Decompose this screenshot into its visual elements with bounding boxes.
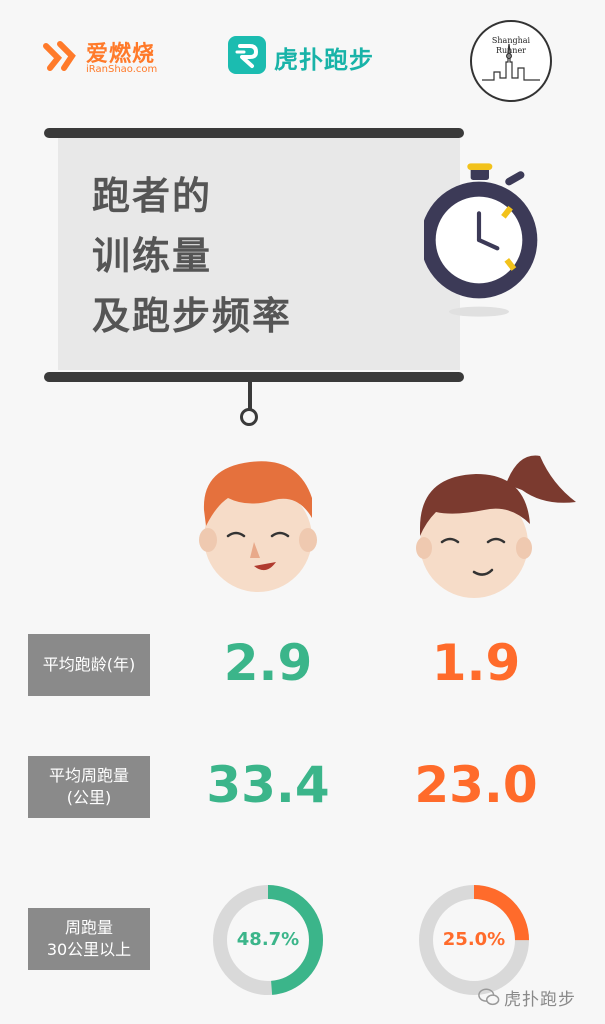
label-avg-years: 平均跑龄(年) [28, 634, 150, 696]
board-top-rod [44, 128, 464, 138]
board-stem-knob [240, 408, 258, 426]
stopwatch-icon [424, 163, 538, 317]
female-weekly-over-30: 25.0% [442, 929, 506, 950]
male-weekly-over-30: 48.7% [236, 929, 300, 950]
shanghai-runner-line2: Runner [495, 46, 527, 55]
wechat-icon [478, 988, 500, 1006]
title-line-2: 训练量 [92, 234, 213, 278]
label-avg-weekly-line1: 平均周跑量 [48, 766, 129, 785]
board-stem [248, 381, 252, 413]
label-avg-weekly: 平均周跑量 (公里) [28, 756, 150, 818]
title-line-3: 及跑步频率 [92, 294, 293, 338]
male-face-icon [199, 461, 317, 592]
skyline-icon [482, 43, 540, 81]
female-avg-years: 1.9 [431, 634, 521, 692]
male-avg-weekly: 33.4 [206, 756, 330, 814]
hupu-mark-icon [228, 36, 266, 74]
female-face-icon [416, 455, 576, 598]
female-ring-arc [419, 885, 529, 995]
title-board [58, 138, 460, 370]
iranshao-name: 爱燃烧 [86, 42, 156, 67]
label-avg-years-text: 平均跑龄(年) [42, 655, 136, 674]
title-line-1: 跑者的 [92, 174, 213, 218]
iranshao-mark-icon [43, 41, 76, 71]
male-percent-ring [213, 885, 323, 995]
label-weekly-over-30: 周跑量 30公里以上 [28, 908, 150, 970]
wechat-watermark: 虎扑跑步 [478, 985, 588, 1010]
label-avg-weekly-line2: (公里) [66, 788, 112, 807]
board-bottom-rod [44, 372, 464, 382]
shanghai-runner-line1: Shanghai [491, 36, 531, 45]
hupu-running-logo: 虎扑跑步 [228, 36, 398, 76]
hupu-running-name: 虎扑跑步 [274, 46, 374, 74]
female-percent-ring [419, 885, 529, 995]
iranshao-url: iRanShao.com [86, 64, 158, 75]
male-ring-arc [213, 885, 323, 995]
female-avg-weekly: 23.0 [414, 756, 538, 814]
label-weekly-over-30-line2: 30公里以上 [46, 940, 132, 959]
logo-bar: 爱燃烧 iRanShao.com 虎扑跑步 Shanghai Runner [0, 0, 605, 110]
shanghai-runner-logo: Shanghai Runner [470, 20, 552, 102]
page-title: 跑者的 训练量 及跑步频率 [92, 166, 392, 346]
male-avg-years: 2.9 [223, 634, 313, 692]
watermark-text: 虎扑跑步 [504, 990, 576, 1010]
label-weekly-over-30-line1: 周跑量 [64, 918, 113, 937]
iranshao-logo: 爱燃烧 iRanShao.com [42, 34, 182, 80]
